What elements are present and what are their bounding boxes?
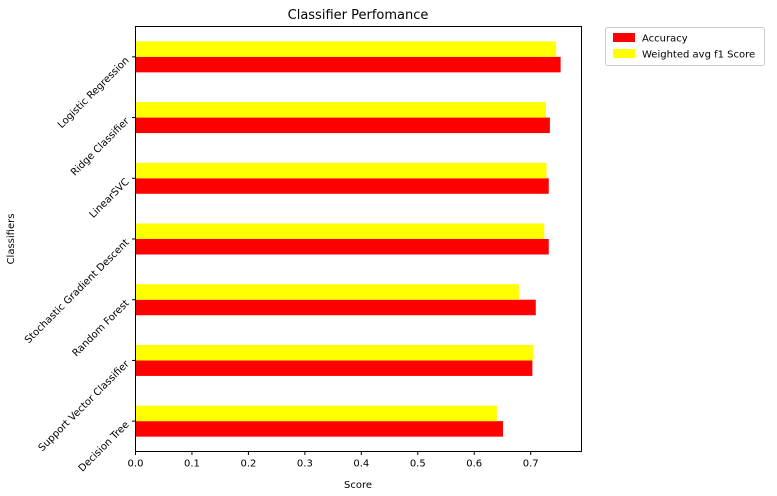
bar-accuracy-5 [135,117,550,134]
y-tick-label: LinearSVC [88,177,132,221]
bar-weighted-f1-1 [135,344,533,361]
legend: Accuracy Weighted avg f1 Score [605,27,765,66]
bars-group [135,41,561,437]
bar-weighted-f1-6 [135,41,557,57]
bar-accuracy-1 [135,360,533,376]
bar-accuracy-0 [135,421,504,437]
legend-label: Accuracy [642,34,688,45]
x-axis-label: Score [344,480,372,491]
x-tick-label: 0.5 [410,459,426,470]
y-tick-label: Ridge Classifier [69,115,132,178]
legend-box [605,27,765,66]
x-tick-label: 0.2 [240,459,256,470]
bar-accuracy-6 [135,56,561,73]
bar-weighted-f1-4 [135,162,547,179]
y-tick-label: Decision Tree [77,419,132,474]
x-tick-label: 0.1 [184,459,200,470]
x-tick-label: 0.4 [353,459,369,470]
y-tick-label: Stochastic Gradient Descent [23,237,132,346]
x-tick-label: 0.7 [523,459,539,470]
bar-accuracy-2 [135,299,536,316]
bar-accuracy-4 [135,178,549,194]
x-axis-ticks: 0.0 0.1 0.2 0.3 0.4 0.5 0.6 0.7 [128,451,539,470]
legend-swatch [613,49,635,58]
legend-swatch [613,33,635,42]
x-tick-label: 0.3 [297,459,313,470]
bar-accuracy-3 [135,239,549,255]
chart-title: Classifier Perfomance [288,8,429,23]
y-tick-label: Random Forest [71,298,132,359]
x-tick-label: 0.0 [128,459,144,470]
bar-weighted-f1-0 [135,405,497,422]
legend-label: Weighted avg f1 Score [642,50,755,61]
bar-weighted-f1-5 [135,102,546,118]
y-axis-label: Classifiers [6,214,17,265]
bar-weighted-f1-3 [135,223,545,239]
bar-weighted-f1-2 [135,284,519,300]
x-tick-label: 0.6 [466,459,482,470]
